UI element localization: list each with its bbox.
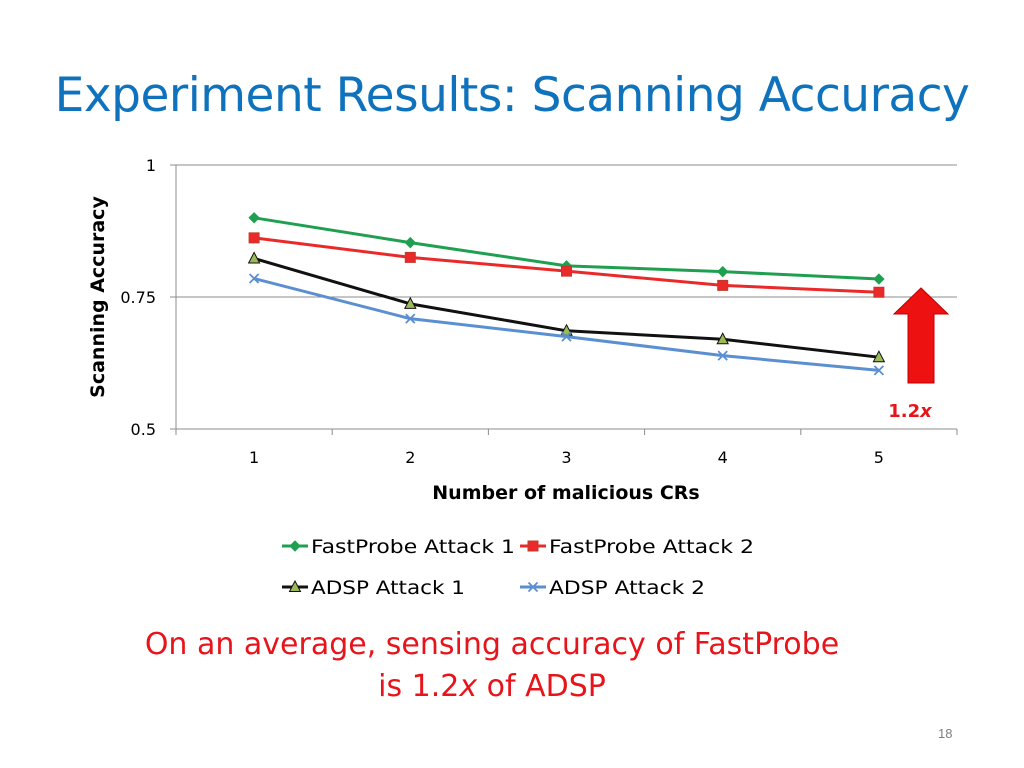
series-lines: [247, 212, 886, 376]
series-2: [247, 251, 886, 363]
legend-item-1: FastProbe Attack 2: [520, 536, 754, 558]
y-tick-label-1: 0.75: [120, 288, 156, 307]
caption-line-2: is 1.2x of ADSP: [60, 666, 924, 708]
legend-label-1: FastProbe Attack 2: [549, 536, 754, 558]
x-tick-label-3: 4: [718, 448, 728, 467]
data-point-0-0: [248, 212, 260, 224]
ratio-number: 1.2: [888, 401, 920, 422]
data-point-3-1: [405, 313, 416, 324]
series-1: [248, 232, 885, 298]
ratio-annotation: 1.2x: [888, 401, 933, 422]
caption-line-2-suffix: of ADSP: [477, 669, 606, 704]
series-3: [248, 273, 885, 376]
data-point-2-0: [247, 251, 261, 264]
data-point-2-1: [403, 296, 417, 309]
data-point-1-4: [873, 286, 885, 298]
caption-line-1: On an average, sensing accuracy of FastP…: [144, 627, 840, 662]
x-tick-label-0: 1: [249, 448, 259, 467]
page-number: 18: [938, 726, 953, 741]
y-tick-label-0: 0.5: [131, 420, 156, 439]
data-point-0-4: [873, 273, 885, 285]
data-point-2-3: [716, 332, 730, 345]
axes: 0.5 0.75 1 1 2 3 4 5: [120, 156, 958, 467]
data-point-3-0: [248, 273, 260, 284]
gridlines: [176, 164, 957, 430]
y-tick-label-2: 1: [146, 156, 156, 175]
legend-label-3: ADSP Attack 2: [549, 577, 705, 599]
data-point-2-4: [872, 350, 886, 363]
data-point-3-4: [873, 365, 885, 376]
legend-item-3: ADSP Attack 2: [520, 577, 705, 599]
data-point-3-2: [561, 331, 572, 342]
legend-label-2: ADSP Attack 1: [311, 577, 465, 599]
legend-marker-3: [527, 581, 539, 593]
x-tick-label-1: 2: [405, 448, 415, 467]
summary-caption: On an average, sensing accuracy of FastP…: [60, 624, 924, 708]
legend-label-0: FastProbe Attack 1: [311, 536, 515, 558]
slide-title: Experiment Results: Scanning Accuracy: [54, 68, 970, 123]
data-point-0-1: [404, 236, 417, 249]
x-tick-label-4: 5: [874, 448, 884, 467]
data-point-1-2: [561, 265, 572, 277]
data-point-1-3: [717, 279, 729, 291]
line-chart: 0.5 0.75 1 1 2 3 4 5 Number of malicious CRs Sc…: [87, 156, 958, 599]
legend-marker-2: [288, 579, 302, 592]
legend-marker-1: [527, 540, 539, 552]
legend-item-2: ADSP Attack 1: [282, 577, 465, 599]
data-point-3-3: [717, 350, 728, 361]
caption-line-2-prefix: is 1.2: [378, 669, 460, 704]
data-point-1-1: [404, 251, 416, 263]
data-point-1-0: [248, 232, 260, 244]
legend-marker-0: [289, 540, 301, 552]
legend-item-0: FastProbe Attack 1: [282, 536, 515, 558]
up-arrow-icon: [892, 287, 950, 384]
x-axis-label: Number of malicious CRs: [432, 482, 699, 504]
x-tick-label-2: 3: [561, 448, 571, 467]
data-point-0-3: [716, 265, 729, 278]
legend: FastProbe Attack 1 FastProbe Attack 2 ADSP…: [282, 536, 754, 599]
ratio-x: x: [919, 401, 933, 422]
y-axis-label: Scanning Accuracy: [87, 196, 109, 398]
caption-line-2-italic: x: [459, 669, 478, 704]
